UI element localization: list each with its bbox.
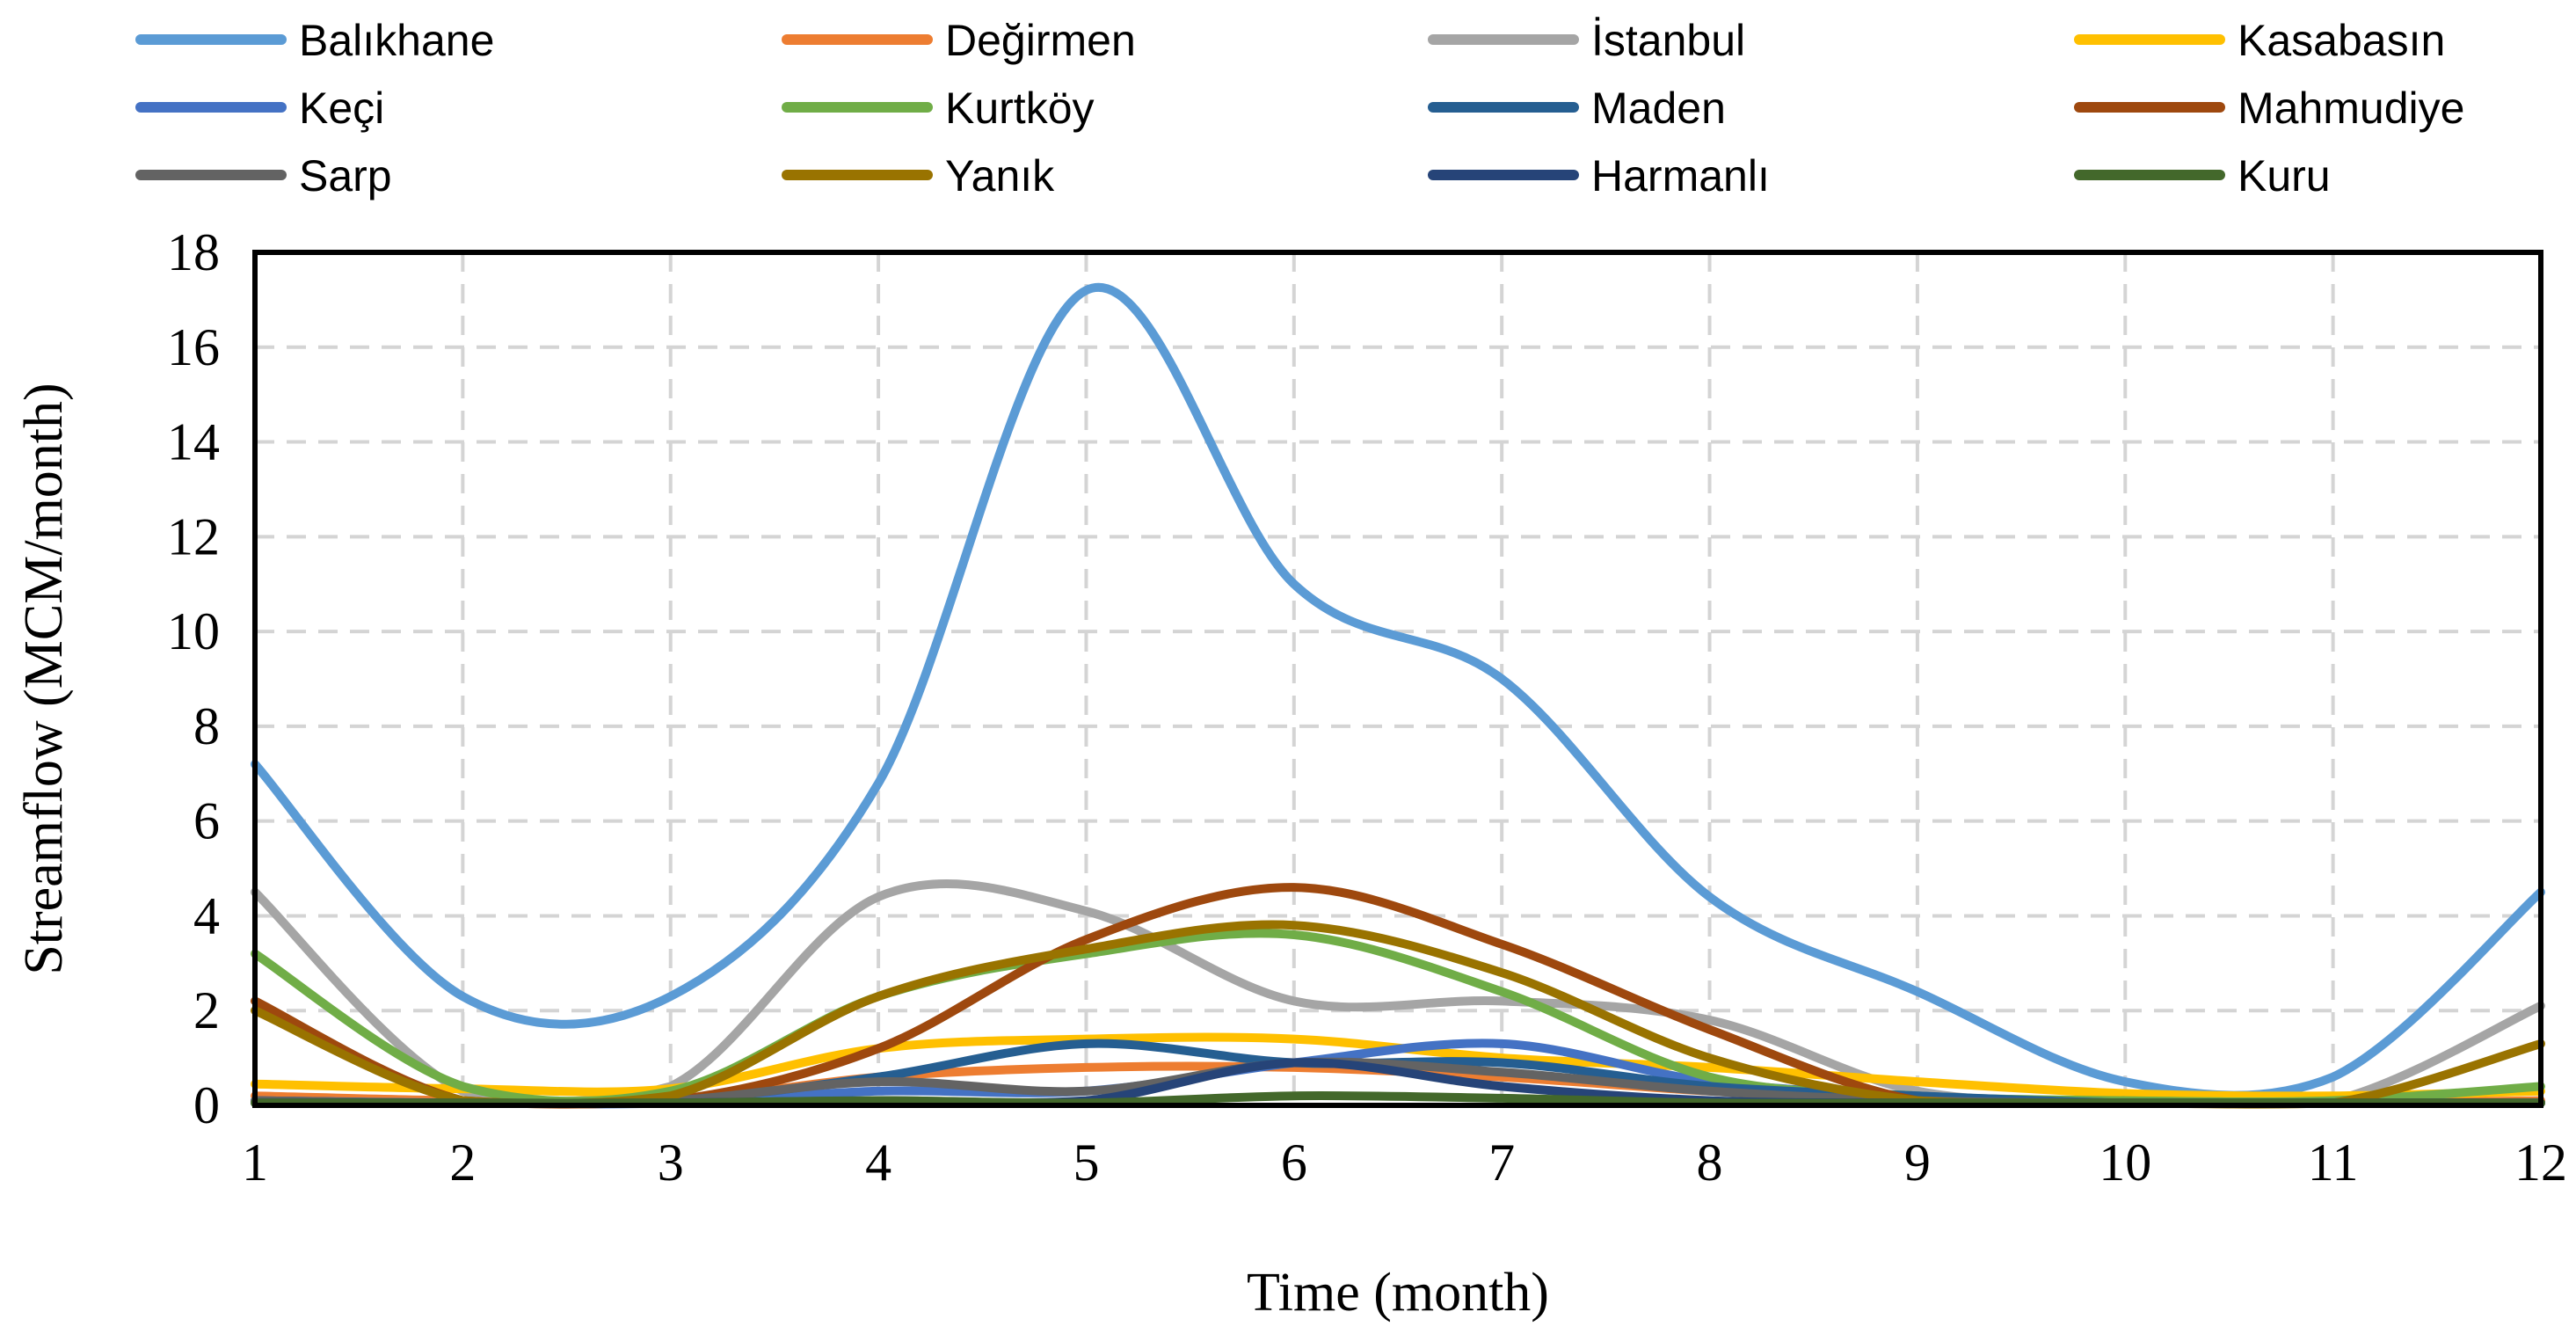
x-tick-label: 6	[1281, 1134, 1307, 1192]
x-tick-label: 2	[449, 1134, 476, 1192]
x-tick-label: 12	[2514, 1134, 2567, 1192]
y-axis-ticks: 0 2 4 6 8 10 12 14 16 18	[167, 223, 220, 1134]
legend-item: Balıkhane	[135, 16, 494, 65]
legend-label: İstanbul	[1591, 16, 1745, 65]
legend-item: Maden	[1428, 84, 1726, 133]
legend-label: Harmanlı	[1591, 151, 1770, 200]
legend-item: Harmanlı	[1428, 151, 1770, 200]
x-tick-label: 9	[1904, 1134, 1931, 1192]
y-tick-label: 14	[167, 413, 220, 471]
y-tick-label: 16	[167, 318, 220, 376]
legend-label: Keçi	[299, 84, 384, 133]
x-tick-label: 10	[2099, 1134, 2151, 1192]
y-axis-title: Streamflow (MCM/month)	[14, 383, 74, 974]
legend-item: Değirmen	[782, 16, 1136, 65]
x-tick-label: 11	[2308, 1134, 2359, 1192]
legend-item: Keçi	[135, 84, 384, 133]
legend-label: Mahmudiye	[2238, 84, 2464, 133]
x-axis-title: Time (month)	[1247, 1263, 1549, 1323]
legend-label: Kasabasın	[2238, 16, 2445, 65]
grid	[255, 252, 2541, 1105]
legend-item: Mahmudiye	[2074, 84, 2464, 133]
x-tick-label: 4	[865, 1134, 891, 1192]
y-tick-label: 6	[193, 792, 220, 850]
legend-label: Kuru	[2238, 151, 2331, 200]
y-tick-label: 8	[193, 697, 220, 755]
legend-label: Değirmen	[945, 16, 1136, 65]
y-tick-label: 4	[193, 886, 220, 944]
legend: Balıkhane Değirmen İstanbul Kasabasın Keçi Ku…	[135, 16, 2464, 200]
legend-item: Kuru	[2074, 151, 2331, 200]
y-tick-label: 12	[167, 507, 220, 565]
y-tick-label: 10	[167, 602, 220, 660]
legend-label: Sarp	[299, 151, 392, 200]
x-tick-label: 5	[1073, 1134, 1099, 1192]
x-tick-label: 8	[1697, 1134, 1723, 1192]
series-line-9	[251, 920, 2545, 1109]
legend-label: Maden	[1591, 84, 1726, 133]
y-tick-label: 18	[167, 223, 220, 281]
legend-item: Kurtköy	[782, 84, 1095, 133]
x-tick-label: 1	[242, 1134, 268, 1192]
legend-label: Balıkhane	[299, 16, 494, 65]
x-tick-label: 3	[658, 1134, 684, 1192]
legend-item: İstanbul	[1428, 16, 1745, 65]
legend-item: Kasabasın	[2074, 16, 2445, 65]
legend-label: Yanık	[945, 151, 1055, 200]
series-layer	[251, 283, 2545, 1109]
plot-frame	[252, 250, 2543, 1108]
y-tick-label: 2	[193, 981, 220, 1039]
legend-label: Kurtköy	[945, 84, 1095, 133]
x-tick-label: 7	[1488, 1134, 1515, 1192]
legend-item: Yanık	[782, 151, 1055, 200]
series-line-0	[251, 283, 2545, 1100]
y-tick-label: 0	[193, 1076, 220, 1134]
legend-item: Sarp	[135, 151, 392, 200]
x-axis-ticks: 1 2 3 4 5 6 7 8 9 10 11 12	[242, 1134, 2567, 1192]
